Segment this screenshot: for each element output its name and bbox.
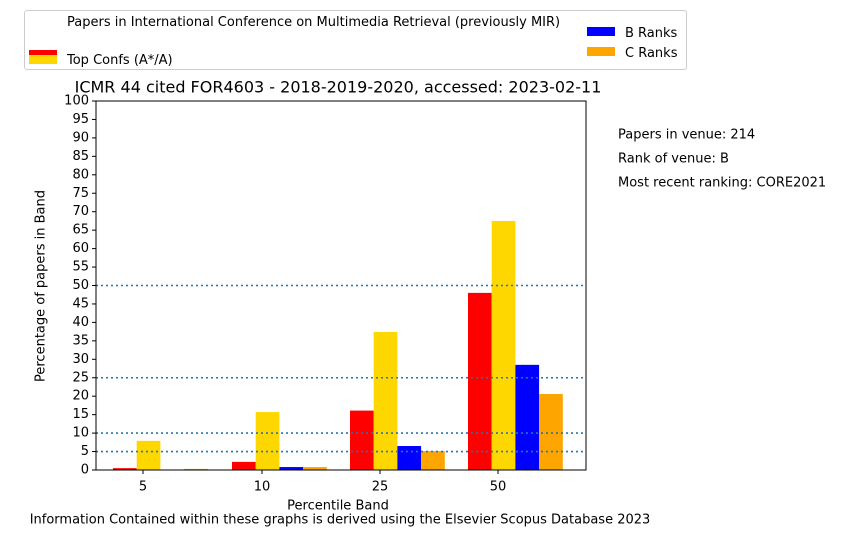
bar	[279, 467, 304, 470]
legend-swatch	[587, 47, 615, 56]
bar	[113, 468, 137, 470]
y-tick-label: 20	[72, 389, 89, 404]
y-tick-label: 95	[72, 112, 89, 127]
legend-label: B Ranks	[625, 26, 678, 41]
legend-swatch	[29, 50, 57, 59]
y-tick-label: 55	[72, 260, 89, 275]
y-tick-label: 100	[64, 94, 89, 109]
x-axis-label: Percentile Band	[287, 499, 389, 514]
y-tick-label: 60	[72, 241, 89, 256]
y-tick-label: 50	[72, 278, 89, 293]
bar	[491, 220, 516, 470]
y-tick-label: 70	[72, 204, 89, 219]
y-tick-label: 85	[72, 149, 89, 164]
legend-swatch	[29, 55, 57, 64]
bar	[255, 412, 280, 470]
legend: Papers in International Conference on Mu…	[24, 10, 687, 70]
y-tick-label: 10	[72, 426, 89, 441]
y-tick-label: 0	[81, 463, 89, 478]
annotation: Papers in venue: 214	[618, 128, 755, 143]
legend-label: Papers in International Conference on Mu…	[67, 15, 561, 30]
bar	[468, 292, 492, 470]
y-tick-label: 90	[72, 130, 89, 145]
bar	[515, 364, 540, 470]
bar	[373, 331, 398, 470]
bar	[184, 468, 208, 470]
footer: Information Contained within these graph…	[30, 513, 651, 528]
y-tick-label: 40	[72, 315, 89, 330]
y-tick-label: 30	[72, 352, 89, 367]
y-tick-label: 75	[72, 186, 89, 201]
y-tick-label: 65	[72, 223, 89, 238]
bar	[303, 467, 327, 470]
bar	[421, 451, 445, 470]
plot-frame	[95, 100, 587, 471]
y-tick-label: 80	[72, 167, 89, 182]
bar	[350, 410, 374, 470]
y-axis-label: Percentage of papers in Band	[34, 190, 49, 382]
annotation: Most recent ranking: CORE2021	[618, 176, 826, 191]
bar	[397, 446, 422, 470]
chart-title: ICMR 44 cited FOR4603 - 2018-2019-2020, …	[75, 78, 602, 97]
x-tick-label: 25	[372, 480, 389, 495]
y-tick-label: 35	[72, 333, 89, 348]
y-tick-label: 45	[72, 296, 89, 311]
bar	[136, 440, 161, 470]
x-tick-label: 5	[139, 480, 147, 495]
legend-label: C Ranks	[625, 46, 678, 61]
y-tick-label: 15	[72, 407, 89, 422]
y-tick-label: 25	[72, 370, 89, 385]
bar	[539, 393, 563, 470]
annotation: Rank of venue: B	[618, 152, 729, 167]
legend-swatch	[587, 27, 615, 36]
x-tick-label: 10	[254, 480, 271, 495]
y-tick-label: 5	[81, 444, 89, 459]
legend-label: Top Confs (A*/A)	[67, 53, 173, 68]
x-tick-label: 50	[490, 480, 507, 495]
bar	[232, 461, 256, 470]
